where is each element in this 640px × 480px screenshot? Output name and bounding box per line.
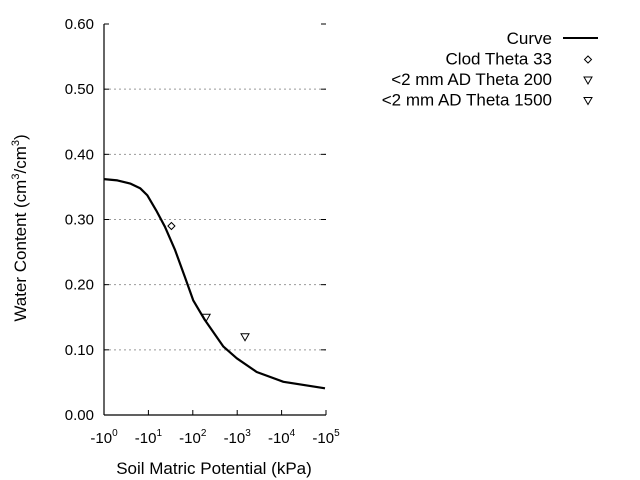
curve-line (103, 178, 326, 390)
y-tick-label: 0.50 (65, 81, 94, 98)
x-tick-label: -103 (224, 428, 252, 447)
x-tick-label: -100 (90, 428, 118, 447)
legend-label: <2 mm AD Theta 1500 (382, 91, 552, 110)
x-tick-label: -102 (179, 428, 207, 447)
y-tick-label: 0.30 (65, 212, 94, 229)
legend-marker (583, 55, 593, 64)
y-tick-label: 0.40 (65, 146, 94, 163)
data-point (167, 221, 176, 231)
legend-marker (583, 97, 593, 106)
data-point (240, 333, 250, 342)
x-tick-label: -105 (312, 428, 340, 447)
legend-label: <2 mm AD Theta 200 (391, 70, 552, 89)
x-tick-label: -104 (268, 428, 296, 447)
x-ticks: -100 -101 -102 -103 -104 -105 (90, 410, 340, 447)
y-axis-label: Water Content (cm3/cm3) (10, 134, 30, 321)
legend: Curve Clod Theta 33<2 mm AD Theta 200 <2 m… (382, 29, 598, 110)
grid (104, 88, 326, 351)
legend-label: Curve (507, 29, 552, 48)
y-tick-label: 0.00 (65, 407, 94, 424)
y-tick-label: 0.60 (65, 16, 94, 33)
y-tick-label: 0.10 (65, 342, 94, 359)
x-axis-label: Soil Matric Potential (kPa) (116, 459, 312, 478)
legend-marker (583, 76, 593, 86)
legend-label: Clod Theta 33 (446, 50, 552, 69)
y-tick-label: 0.20 (65, 277, 94, 294)
data-point (201, 313, 212, 323)
x-tick-label: -101 (135, 428, 163, 447)
y-ticks: 0.00 0.10 0.20 0.30 0.40 0.50 0.60 (65, 16, 326, 424)
plot-area (103, 178, 326, 390)
